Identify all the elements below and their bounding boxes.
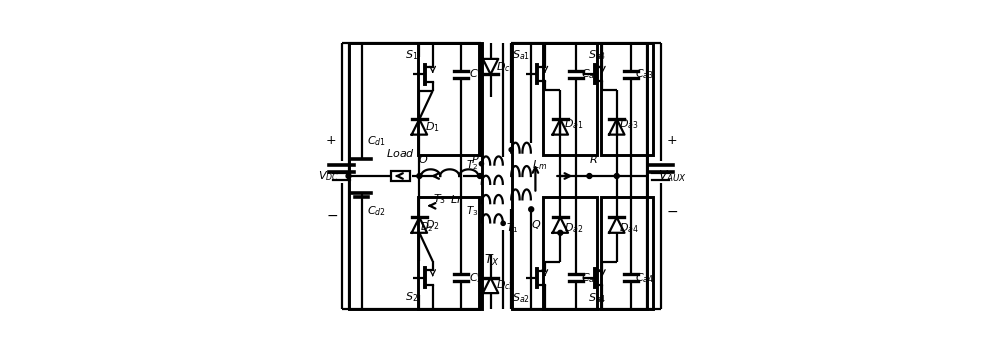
Text: $S_2$: $S_2$ xyxy=(405,290,418,304)
Text: $R$: $R$ xyxy=(589,153,598,165)
Circle shape xyxy=(587,174,592,178)
Bar xyxy=(349,43,482,309)
Text: $S_{a3}$: $S_{a3}$ xyxy=(588,48,606,62)
Text: $-$: $-$ xyxy=(666,204,678,218)
Text: $C_{a2}$: $C_{a2}$ xyxy=(581,271,600,284)
Text: $Q$: $Q$ xyxy=(531,218,541,231)
Text: $C_{a1}$: $C_{a1}$ xyxy=(581,68,600,81)
Text: $-$: $-$ xyxy=(326,208,338,221)
Bar xyxy=(418,43,479,155)
Text: $T_X$: $T_X$ xyxy=(484,253,500,268)
Text: $C_{a4}$: $C_{a4}$ xyxy=(635,271,654,284)
Circle shape xyxy=(346,174,351,178)
Text: $C_1$: $C_1$ xyxy=(469,68,483,81)
Circle shape xyxy=(558,230,563,235)
Circle shape xyxy=(614,174,619,178)
Text: $L_m$: $L_m$ xyxy=(532,159,548,172)
Bar xyxy=(391,171,410,181)
Circle shape xyxy=(417,174,422,178)
Text: $D_{c1}$: $D_{c1}$ xyxy=(496,60,515,74)
Circle shape xyxy=(478,174,482,178)
Bar xyxy=(512,43,647,309)
Text: $T_3$: $T_3$ xyxy=(433,192,446,206)
Text: $C_{d2}$: $C_{d2}$ xyxy=(367,204,386,218)
Bar xyxy=(601,197,653,309)
Text: $D_2$: $D_2$ xyxy=(425,218,440,232)
Bar xyxy=(543,197,597,309)
Text: $S_{a4}$: $S_{a4}$ xyxy=(588,291,606,305)
Text: $C_{a3}$: $C_{a3}$ xyxy=(635,68,654,81)
Circle shape xyxy=(509,147,513,152)
Text: $C_2$: $C_2$ xyxy=(469,271,483,284)
Text: $S_{a2}$: $S_{a2}$ xyxy=(512,291,530,305)
Text: $T_2$: $T_2$ xyxy=(466,159,478,172)
Text: $S_1$: $S_1$ xyxy=(405,48,418,62)
Text: $D_{a3}$: $D_{a3}$ xyxy=(619,117,639,131)
Text: $O$: $O$ xyxy=(418,153,428,165)
Bar xyxy=(601,43,653,155)
Text: $D_{a4}$: $D_{a4}$ xyxy=(619,221,639,235)
Text: $Load$: $Load$ xyxy=(386,147,415,159)
Bar xyxy=(418,197,479,309)
Text: $V_{DC}$: $V_{DC}$ xyxy=(318,169,339,183)
Text: $T_1$: $T_1$ xyxy=(506,222,518,235)
Text: $D_{a1}$: $D_{a1}$ xyxy=(564,117,583,131)
Text: $S_{a1}$: $S_{a1}$ xyxy=(512,48,530,62)
Text: $V_{AUX}$: $V_{AUX}$ xyxy=(658,169,687,183)
Circle shape xyxy=(479,162,484,166)
Text: $D_1$: $D_1$ xyxy=(425,120,440,134)
Text: $P$: $P$ xyxy=(471,153,480,165)
Text: $D_{c2}$: $D_{c2}$ xyxy=(496,278,515,292)
Text: $D_2$: $D_2$ xyxy=(420,220,434,234)
Bar xyxy=(543,43,597,155)
Text: $+$: $+$ xyxy=(325,134,336,147)
Text: $Lr$: $Lr$ xyxy=(450,193,463,205)
Circle shape xyxy=(529,207,534,212)
Text: $D_{a2}$: $D_{a2}$ xyxy=(564,221,583,235)
Text: $T_3$: $T_3$ xyxy=(466,204,478,218)
Text: $+$: $+$ xyxy=(666,134,677,147)
Text: $C_{d1}$: $C_{d1}$ xyxy=(367,134,386,148)
Circle shape xyxy=(501,221,505,225)
